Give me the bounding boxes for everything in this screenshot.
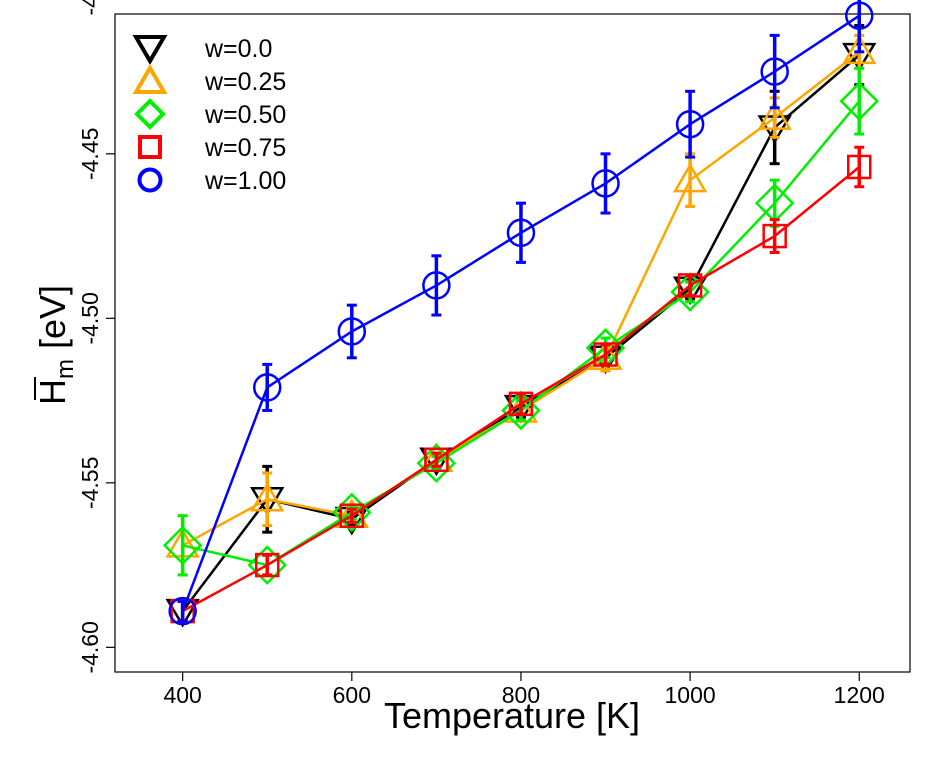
data-point	[339, 503, 365, 528]
data-point	[672, 162, 708, 193]
data-point	[591, 169, 620, 198]
y-tick-label: -4.40	[77, 0, 103, 16]
series-w-1-00	[168, 0, 874, 626]
data-point	[677, 273, 703, 298]
legend-entry: w=0.25	[132, 64, 286, 96]
x-tick-label: 800	[502, 682, 540, 708]
y-axis-title: Hm [eV]	[32, 285, 79, 405]
ylabel-subscript: m	[52, 359, 79, 379]
x-axis-title: Temperature [K]	[384, 695, 640, 736]
data-point	[252, 373, 282, 402]
data-point	[839, 81, 880, 121]
legend-entry: w=0.75	[138, 134, 286, 162]
y-axis: -4.60 -4.55 -4.50 -4.45 -4.40	[77, 0, 115, 674]
y-tick-label: -4.55	[77, 457, 103, 509]
legend-marker	[138, 135, 162, 159]
data-point	[162, 525, 203, 566]
legend-label: w=0.75	[204, 134, 286, 162]
legend-marker	[137, 167, 163, 193]
data-point	[168, 596, 197, 626]
legend-label: w=0.25	[204, 68, 286, 96]
series-layer	[162, 0, 880, 628]
x-tick-label: 1200	[834, 682, 885, 708]
legend: w=0.0 w=0.25 w=0.50 w=0.75 w=1.00	[132, 35, 286, 195]
legend-entry: w=0.50	[134, 98, 286, 130]
legend-entry: w=0.0	[132, 35, 272, 65]
data-point	[424, 447, 449, 473]
y-tick-label: -4.50	[77, 292, 103, 344]
svg-text:Hm [eV]: Hm [eV]	[32, 285, 79, 405]
x-tick-label: 1000	[665, 682, 716, 708]
y-tick-label: -4.60	[77, 621, 103, 673]
data-point	[337, 317, 367, 346]
data-point	[845, 1, 874, 30]
y-tick-label: -4.45	[77, 128, 103, 180]
x-axis: 400 600 800 1000 1200	[163, 672, 885, 708]
legend-entry: w=1.00	[137, 167, 286, 195]
legend-marker	[132, 64, 168, 94]
ylabel-main: H	[32, 379, 73, 405]
data-point	[757, 100, 792, 130]
data-point	[842, 34, 877, 65]
data-point	[847, 154, 872, 180]
data-point	[762, 223, 787, 249]
legend-marker	[134, 98, 166, 130]
data-point	[506, 218, 536, 248]
plot-area-frame	[114, 13, 911, 673]
legend-label: w=0.50	[204, 101, 286, 129]
data-point	[422, 271, 451, 300]
data-point	[675, 109, 705, 139]
legend-marker	[132, 35, 168, 65]
data-point	[254, 552, 280, 578]
legend-label: w=0.0	[204, 35, 272, 63]
data-point	[588, 340, 623, 371]
data-point	[593, 342, 618, 367]
x-tick-label: 400	[163, 682, 201, 708]
ylabel-unit: [eV]	[32, 285, 73, 359]
data-point	[250, 481, 285, 512]
legend-label: w=1.00	[204, 167, 286, 195]
x-tick-label: 600	[333, 682, 371, 708]
data-point	[760, 57, 789, 86]
data-point	[508, 391, 534, 417]
